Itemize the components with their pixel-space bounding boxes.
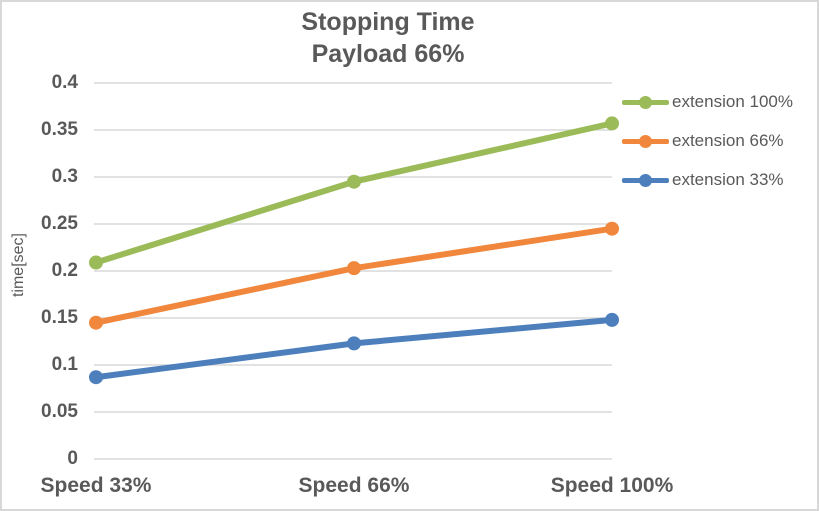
data-point-marker bbox=[89, 370, 103, 385]
legend-item: extension 66% bbox=[622, 129, 784, 153]
series-line bbox=[93, 225, 615, 326]
chart-title: Stopping Time Payload 66% bbox=[28, 6, 748, 70]
data-point-marker bbox=[347, 336, 361, 351]
x-axis-label: Speed 33% bbox=[40, 474, 152, 497]
y-tick-label: 0.2 bbox=[51, 260, 78, 281]
data-point-marker bbox=[347, 261, 361, 276]
legend-label: extension 33% bbox=[672, 170, 784, 189]
data-point-marker bbox=[605, 221, 619, 236]
x-axis-label: Speed 66% bbox=[298, 474, 410, 497]
chart-title-line1: Stopping Time bbox=[301, 8, 475, 36]
data-point-marker bbox=[89, 255, 103, 270]
legend-dot-icon bbox=[639, 173, 652, 187]
y-tick-label: 0.25 bbox=[41, 213, 78, 234]
y-tick-label: 0.3 bbox=[51, 166, 78, 187]
legend-label: extension 100% bbox=[672, 92, 793, 111]
legend-line-marker-icon bbox=[622, 173, 669, 187]
legend-line-marker-icon bbox=[622, 134, 669, 148]
legend-label: extension 66% bbox=[672, 131, 784, 150]
data-point-marker bbox=[605, 312, 619, 327]
legend-line-marker-icon bbox=[622, 95, 669, 109]
y-tick-label: 0.1 bbox=[51, 354, 78, 375]
y-tick-label: 0.05 bbox=[41, 401, 78, 422]
legend-dot-icon bbox=[639, 134, 652, 148]
data-point-marker bbox=[605, 116, 619, 131]
data-point-marker bbox=[347, 174, 361, 189]
chart-title-line2: Payload 66% bbox=[311, 40, 465, 68]
data-point-marker bbox=[89, 315, 103, 330]
legend-dot-icon bbox=[639, 95, 652, 109]
legend-item: extension 100% bbox=[622, 90, 793, 114]
y-tick-label: 0 bbox=[67, 448, 78, 469]
y-tick-label: 0.35 bbox=[41, 119, 78, 140]
x-axis-label: Speed 100% bbox=[550, 474, 674, 497]
y-tick-label: 0.4 bbox=[51, 72, 78, 93]
legend-item: extension 33% bbox=[622, 168, 784, 192]
y-tick-label: 0.15 bbox=[41, 307, 78, 328]
